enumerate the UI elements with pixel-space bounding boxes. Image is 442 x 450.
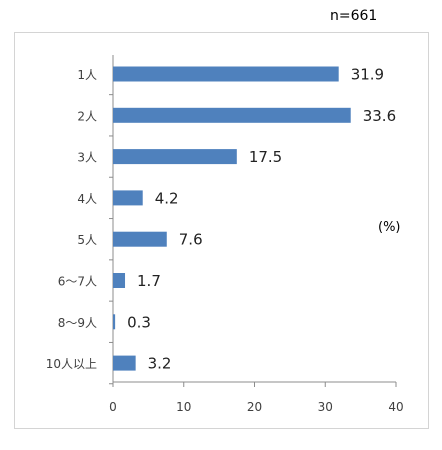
unit-label: (%) (378, 220, 401, 235)
data-label: 0.3 (127, 313, 151, 331)
bar (113, 273, 126, 288)
chart-frame (14, 32, 429, 429)
x-tick-label: 0 (109, 400, 117, 414)
category-label: 2人 (77, 109, 97, 123)
x-tick-label: 30 (318, 400, 333, 414)
category-label: 8〜9人 (58, 316, 97, 330)
sample-size-label: n=661 (330, 8, 378, 24)
bar (113, 355, 136, 371)
x-tick-label: 20 (247, 400, 262, 414)
category-label: 6〜7人 (58, 275, 97, 289)
data-label: 17.5 (249, 148, 282, 166)
bar (113, 107, 351, 123)
category-label: 4人 (77, 192, 97, 206)
bar (113, 190, 143, 206)
data-label: 31.9 (351, 66, 384, 84)
data-label: 3.2 (148, 355, 172, 373)
category-label: 3人 (77, 151, 97, 165)
data-label: 4.2 (155, 189, 179, 207)
x-tick-label: 10 (176, 400, 191, 414)
bar (113, 314, 116, 330)
category-label: 10人以上 (46, 357, 97, 371)
bar (113, 231, 167, 247)
category-label: 1人 (77, 68, 97, 82)
data-label: 1.7 (137, 272, 161, 290)
x-tick-label: 40 (388, 400, 403, 414)
bar (113, 66, 339, 82)
data-label: 7.6 (179, 231, 203, 249)
category-label: 5人 (77, 233, 97, 247)
bar (113, 149, 237, 165)
data-label: 33.6 (363, 107, 396, 125)
